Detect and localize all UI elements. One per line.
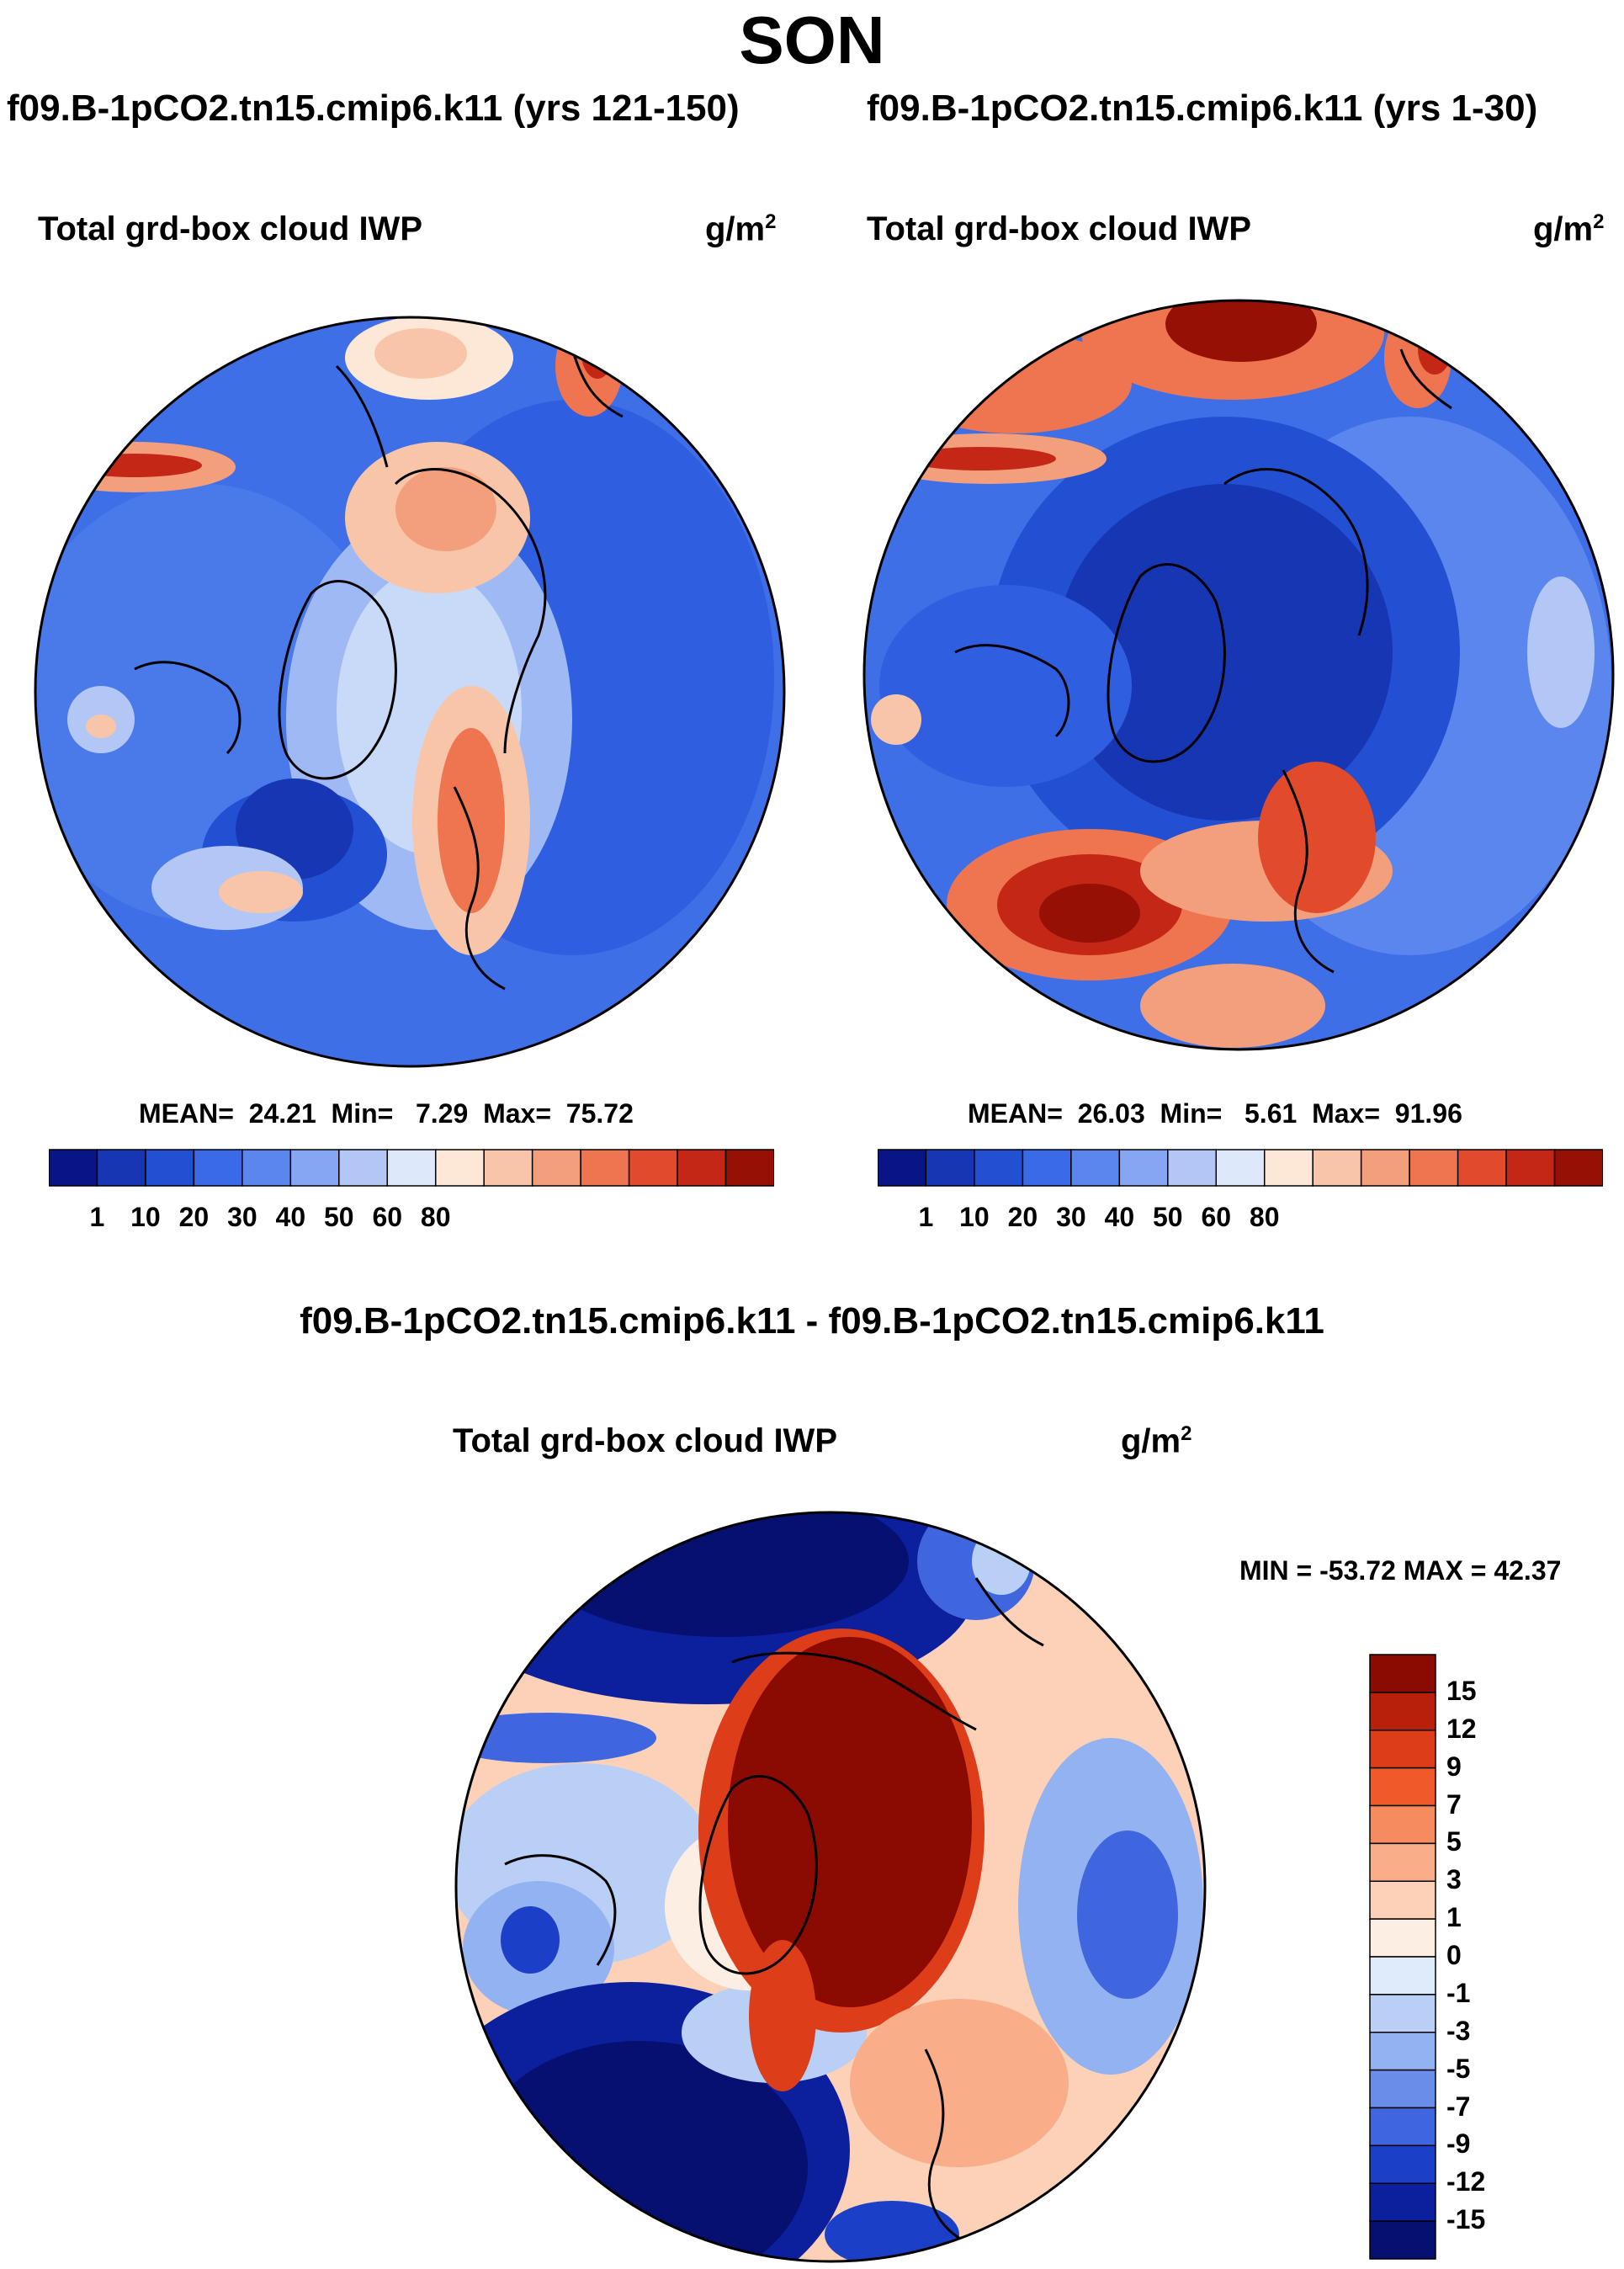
right-stats: MEAN= 26.03 Min= 5.61 Max= 91.96 (968, 1098, 1462, 1129)
difference-colorbar-tick-label: 1 (1446, 1902, 1462, 1933)
difference-colorbar-swatch (1369, 2220, 1436, 2260)
left-colorbar-swatch (338, 1149, 389, 1187)
difference-colorbar-tick-label: -12 (1446, 2166, 1486, 2197)
difference-colorbar (1369, 1654, 1436, 2260)
right-colorbar-swatch (1457, 1149, 1507, 1187)
right-case-title: f09.B-1pCO2.tn15.cmip6.k11 (yrs 1-30) (867, 88, 1538, 129)
left-colorbar-swatch (145, 1149, 195, 1187)
difference-colorbar-swatch (1369, 1730, 1436, 1769)
left-variable-label: Total grd-box cloud IWP (38, 210, 422, 247)
left-colorbar-swatch (628, 1149, 678, 1187)
right-colorbar-tick-label: 20 (1007, 1202, 1038, 1232)
difference-variable-label: Total grd-box cloud IWP (453, 1422, 837, 1459)
left-colorbar-tick-label: 20 (178, 1202, 210, 1232)
difference-colorbar-tick-label: 3 (1446, 1864, 1462, 1895)
difference-colorbar-swatch (1369, 2182, 1436, 2222)
right-colorbar-swatch (1553, 1149, 1603, 1187)
left-case-title: f09.B-1pCO2.tn15.cmip6.k11 (yrs 121-150) (7, 88, 740, 129)
difference-colorbar-swatch (1369, 1918, 1436, 1958)
difference-colorbar-swatch (1369, 1804, 1436, 1845)
difference-polar-map (454, 1511, 1207, 2263)
left-stats: MEAN= 24.21 Min= 7.29 Max= 75.72 (139, 1098, 634, 1129)
left-colorbar-tick-label: 80 (420, 1202, 451, 1232)
difference-colorbar-swatch (1369, 2069, 1436, 2109)
right-colorbar-tick-label: 1 (918, 1202, 934, 1232)
difference-colorbar-tick-label: 7 (1446, 1788, 1462, 1820)
right-colorbar-swatch (1022, 1149, 1072, 1187)
left-colorbar-swatch (677, 1149, 727, 1187)
difference-colorbar-tick-label: -15 (1446, 2204, 1486, 2235)
season-title: SON (739, 3, 885, 77)
left-colorbar-tick-label: 10 (130, 1202, 161, 1232)
right-variable-label: Total grd-box cloud IWP (867, 210, 1251, 247)
difference-colorbar-swatch (1369, 2144, 1436, 2184)
right-colorbar-swatch (878, 1149, 927, 1187)
right-colorbar-swatch (1360, 1149, 1410, 1187)
left-colorbar-swatch (483, 1149, 533, 1187)
right-polar-map (862, 299, 1615, 1051)
right-colorbar-tick-label: 30 (1056, 1202, 1086, 1232)
difference-colorbar-tick-label: -3 (1446, 2015, 1471, 2046)
difference-colorbar-swatch (1369, 2032, 1436, 2071)
difference-colorbar-swatch (1369, 1956, 1436, 1995)
right-colorbar-tick-label: 60 (1201, 1202, 1232, 1232)
difference-title: f09.B-1pCO2.tn15.cmip6.k11 - f09.B-1pCO2… (300, 1300, 1324, 1342)
right-colorbar-tick-label: 50 (1153, 1202, 1183, 1232)
left-colorbar-tick-label: 40 (275, 1202, 306, 1232)
difference-colorbar-tick-label: 15 (1446, 1675, 1477, 1706)
right-colorbar-swatch (1070, 1149, 1121, 1187)
right-colorbar-tick-label: 40 (1104, 1202, 1135, 1232)
left-colorbar-tick-label: 1 (89, 1202, 105, 1232)
difference-colorbar-tick-label: 5 (1446, 1826, 1462, 1857)
left-colorbar-swatch (96, 1149, 146, 1187)
left-colorbar-swatch (531, 1149, 581, 1187)
difference-colorbar-tick-label: -1 (1446, 1977, 1471, 2008)
right-colorbar-swatch (925, 1149, 975, 1187)
difference-colorbar-swatch (1369, 2107, 1436, 2147)
right-colorbar-swatch (974, 1149, 1024, 1187)
left-colorbar-swatch (193, 1149, 243, 1187)
right-units: g/m2 (1533, 210, 1605, 248)
left-units: g/m2 (705, 210, 777, 248)
right-colorbar-swatch (1167, 1149, 1218, 1187)
difference-colorbar-swatch (1369, 1692, 1436, 1731)
right-colorbar (878, 1149, 1603, 1187)
difference-colorbar-swatch (1369, 1767, 1436, 1807)
right-colorbar-swatch (1409, 1149, 1459, 1187)
left-colorbar-tick-label: 30 (227, 1202, 257, 1232)
left-colorbar-swatch (580, 1149, 630, 1187)
left-colorbar-tick-label: 50 (324, 1202, 354, 1232)
left-colorbar-swatch (49, 1149, 98, 1187)
difference-colorbar-tick-label: 12 (1446, 1713, 1477, 1744)
right-colorbar-swatch (1118, 1149, 1169, 1187)
right-colorbar-tick-label: 80 (1249, 1202, 1280, 1232)
right-colorbar-swatch (1312, 1149, 1362, 1187)
left-polar-map (34, 316, 786, 1068)
difference-colorbar-swatch (1369, 1880, 1436, 1920)
left-colorbar-swatch (724, 1149, 774, 1187)
difference-colorbar-tick-label: -9 (1446, 2128, 1471, 2160)
difference-colorbar-tick-label: -7 (1446, 2091, 1471, 2122)
left-colorbar-swatch (241, 1149, 292, 1187)
difference-colorbar-tick-label: 9 (1446, 1751, 1462, 1782)
difference-colorbar-swatch (1369, 1654, 1436, 1693)
left-colorbar-swatch (289, 1149, 340, 1187)
left-colorbar-tick-label: 60 (372, 1202, 403, 1232)
difference-colorbar-swatch (1369, 1842, 1436, 1882)
right-colorbar-swatch (1505, 1149, 1556, 1187)
difference-colorbar-swatch (1369, 1994, 1436, 2033)
difference-units: g/m2 (1121, 1422, 1192, 1460)
left-colorbar-swatch (386, 1149, 437, 1187)
difference-colorbar-tick-label: 0 (1446, 1940, 1462, 1970)
right-colorbar-swatch (1215, 1149, 1266, 1187)
difference-colorbar-tick-label: -5 (1446, 2053, 1471, 2084)
left-colorbar-swatch (434, 1149, 485, 1187)
right-colorbar-tick-label: 10 (959, 1202, 990, 1232)
right-colorbar-swatch (1263, 1149, 1314, 1187)
difference-min-max: MIN = -53.72 MAX = 42.37 (1239, 1555, 1562, 1586)
left-colorbar (49, 1149, 774, 1187)
